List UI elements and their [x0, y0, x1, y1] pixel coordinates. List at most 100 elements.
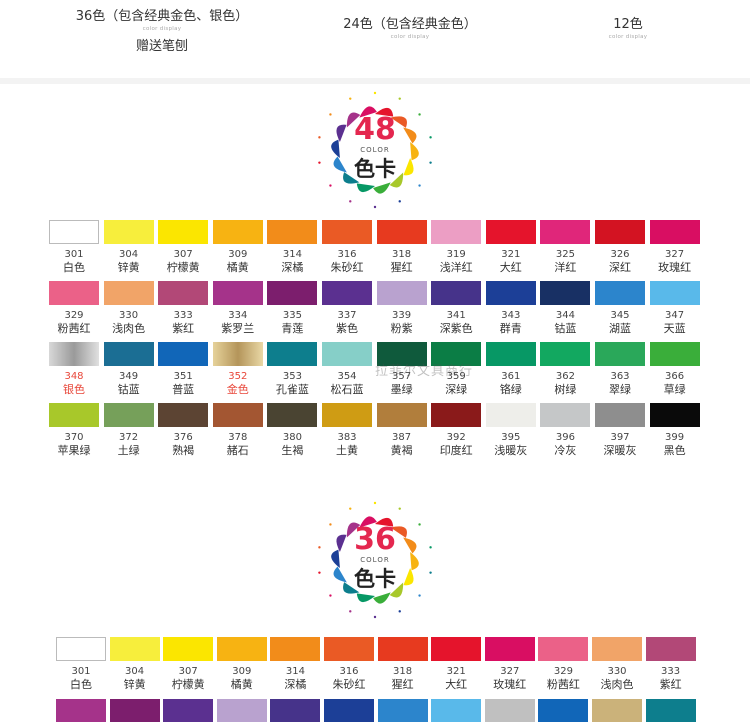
swatch-name: 浅肉色 — [600, 678, 634, 691]
swatch-color — [376, 281, 427, 305]
color-swatch-362: 362 树绿 — [540, 342, 591, 397]
swatch-name: 粉茜红 — [546, 678, 580, 691]
swatch-name: 深红 — [609, 261, 631, 274]
swatch-color — [270, 637, 321, 661]
swatch-code: 329 — [64, 310, 84, 321]
color-swatch-316: 316 朱砂红 — [322, 220, 372, 275]
color-swatch-359: 359 深绿 — [431, 342, 482, 397]
color-swatch-353: 353 孔雀蓝 — [267, 342, 318, 397]
swatch-color — [212, 220, 263, 244]
swatch-color — [431, 637, 482, 661]
swatch-code: 309 — [228, 249, 248, 260]
option-36-sub: color display — [142, 26, 182, 32]
swatch-color — [49, 220, 99, 244]
swatch-color — [595, 342, 645, 366]
swatch-name: 金色 — [226, 383, 249, 396]
color-swatch-343: 343 群青 — [485, 281, 536, 336]
swatch-name: 紫色 — [336, 322, 358, 335]
swatch-code: 314 — [282, 249, 302, 260]
swatch-code: 349 — [119, 371, 139, 382]
color-swatch-399: 399 黑色 — [649, 403, 700, 458]
swatch-code: 325 — [555, 249, 575, 260]
swatch-code: 351 — [173, 371, 193, 382]
swatch-name: 黑色 — [663, 444, 686, 457]
color-swatch-row2 — [538, 699, 589, 722]
swatch-color — [377, 637, 428, 661]
swatch-color — [649, 220, 700, 244]
swatch-code: 392 — [446, 432, 466, 443]
color-swatch-333: 333 紫红 — [645, 637, 696, 692]
swatch-color — [538, 637, 589, 661]
swatch-name: 翠绿 — [609, 383, 631, 396]
swatch-code: 352 — [228, 371, 248, 382]
swatch-code: 330 — [119, 310, 139, 321]
swatch-name: 黄褐 — [390, 444, 413, 457]
swatch-name: 土黄 — [336, 444, 358, 457]
swatch-code: 397 — [610, 432, 630, 443]
swatch-name: 土绿 — [117, 444, 140, 457]
swatch-color — [322, 281, 372, 305]
swatch-color — [485, 342, 536, 366]
swatch-code: 395 — [501, 432, 521, 443]
color-swatch-row2 — [56, 699, 106, 722]
option-36: 36色（包含经典金色、银色） color display 赠送笔刨 — [62, 8, 262, 57]
color-swatch-row2 — [216, 699, 267, 722]
swatch-color — [540, 342, 591, 366]
color-swatch-301: 301 白色 — [56, 637, 106, 692]
swatch-name: 朱砂红 — [330, 261, 364, 274]
swatch-name: 猩红 — [390, 261, 413, 274]
watermark: 拉菲尔文具商行 — [375, 364, 474, 379]
swatch-color — [484, 637, 535, 661]
swatch-color — [592, 637, 642, 661]
swatch-code: 301 — [71, 666, 91, 677]
swatch-color — [158, 342, 209, 366]
swatch-color — [485, 281, 536, 305]
swatch-color — [540, 281, 591, 305]
swatch-color — [212, 281, 263, 305]
color-swatch-329: 329 粉茜红 — [538, 637, 589, 692]
swatch-code: 329 — [553, 666, 573, 677]
color-swatch-row2 — [592, 699, 642, 722]
swatch-code: 339 — [392, 310, 412, 321]
swatch-color — [267, 342, 318, 366]
swatch-code: 396 — [555, 432, 575, 443]
swatch-color — [267, 220, 318, 244]
swatch-color — [485, 403, 536, 427]
swatch-name: 粉紫 — [390, 322, 413, 335]
color-swatch-339: 339 粉紫 — [376, 281, 427, 336]
swatch-name: 青莲 — [281, 322, 304, 335]
swatch-code: 363 — [610, 371, 630, 382]
swatch-color — [649, 342, 700, 366]
badge-36-number: 36 — [354, 522, 396, 557]
color-swatch-row2 — [109, 699, 160, 722]
color-swatch-row2 — [645, 699, 696, 722]
color-swatch-301: 301 白色 — [49, 220, 99, 275]
swatch-name: 紫罗兰 — [221, 322, 255, 335]
swatch-name: 墨绿 — [390, 383, 413, 396]
color-swatch-316: 316 朱砂红 — [324, 637, 374, 692]
color-swatch-335: 335 青莲 — [267, 281, 318, 336]
color-swatch-304: 304 锌黄 — [103, 220, 154, 275]
swatch-color — [376, 403, 427, 427]
color-swatch-321: 321 大红 — [485, 220, 536, 275]
color-swatch-row2 — [324, 699, 374, 722]
swatch-code: 383 — [337, 432, 357, 443]
swatch-color — [376, 220, 427, 244]
swatch-code: 316 — [337, 249, 357, 260]
badge-48-number: 48 — [354, 112, 396, 147]
swatch-code: 370 — [64, 432, 84, 443]
color-swatch-row2 — [431, 699, 482, 722]
color-swatch-344: 344 钴蓝 — [540, 281, 591, 336]
swatch-name: 白色 — [63, 261, 85, 274]
swatch-code: 307 — [178, 666, 198, 677]
swatch-color — [49, 342, 99, 366]
swatch-name: 钴蓝 — [117, 383, 140, 396]
badge-36-color-word: COLOR — [360, 556, 390, 564]
color-swatch-333: 333 紫红 — [158, 281, 209, 336]
swatch-name: 深暖灰 — [603, 444, 637, 457]
swatch-code: 341 — [446, 310, 466, 321]
color-swatch-352: 352 金色 — [212, 342, 263, 397]
swatch-code: 354 — [337, 371, 357, 382]
swatch-name: 铬绿 — [499, 383, 522, 396]
swatch-name: 树绿 — [554, 383, 577, 396]
